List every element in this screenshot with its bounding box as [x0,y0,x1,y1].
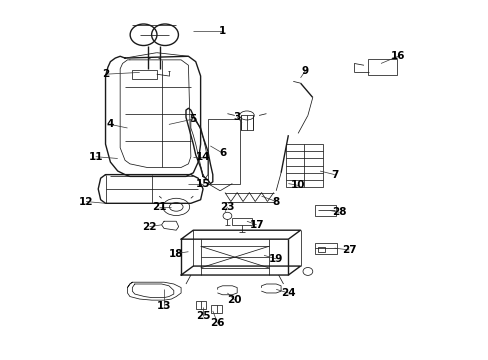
Text: 1: 1 [219,26,226,36]
Bar [285,144,322,187]
Text: 26: 26 [210,319,224,328]
Text: 4: 4 [106,120,114,129]
Text: 19: 19 [268,254,283,264]
Bar [232,218,251,225]
Text: 11: 11 [88,152,103,162]
Text: 6: 6 [219,148,226,158]
Text: 25: 25 [195,311,210,321]
Text: 15: 15 [195,179,210,189]
Text: 20: 20 [227,295,242,305]
Bar [207,119,239,184]
Text: 21: 21 [152,202,166,212]
Text: 2: 2 [102,69,109,79]
Text: 5: 5 [189,114,197,124]
Bar [317,247,325,252]
Text: 17: 17 [249,220,264,230]
Text: 16: 16 [390,51,405,61]
Bar [132,70,157,78]
Bar [315,205,335,216]
Bar [315,243,336,253]
Text: 3: 3 [233,112,240,122]
Text: 22: 22 [142,222,156,231]
Text: 8: 8 [272,197,279,207]
Text: 24: 24 [281,288,295,298]
Text: 28: 28 [332,207,346,217]
Bar [241,116,252,130]
Bar [195,301,206,309]
Text: 7: 7 [330,170,338,180]
Text: 9: 9 [301,66,308,76]
Text: 14: 14 [195,152,210,162]
Text: 18: 18 [169,248,183,258]
Text: 10: 10 [290,180,305,190]
Text: 27: 27 [341,245,356,255]
Text: 23: 23 [220,202,234,212]
Text: 13: 13 [157,301,171,311]
Bar [211,305,222,313]
Text: 12: 12 [79,197,93,207]
